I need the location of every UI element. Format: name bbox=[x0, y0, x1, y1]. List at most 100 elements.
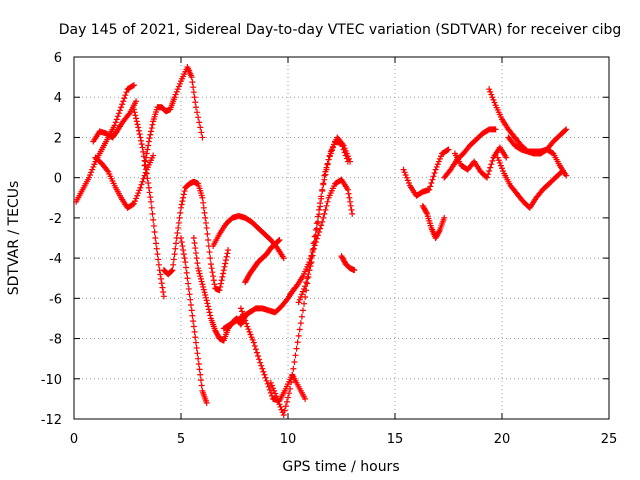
data-point bbox=[324, 198, 331, 205]
data-point bbox=[207, 255, 214, 262]
data-point bbox=[113, 116, 120, 123]
data-point bbox=[346, 194, 353, 201]
data-point bbox=[145, 142, 152, 149]
data-point bbox=[202, 219, 209, 226]
data-point bbox=[488, 91, 495, 98]
data-point bbox=[85, 174, 92, 181]
data-point bbox=[240, 311, 247, 318]
data-point bbox=[198, 129, 205, 136]
data-point bbox=[295, 299, 302, 306]
data-point bbox=[206, 249, 213, 256]
data-point bbox=[488, 161, 495, 168]
data-point bbox=[146, 189, 153, 196]
data-point bbox=[196, 366, 203, 373]
data-point bbox=[199, 281, 206, 288]
series-sat-i bbox=[210, 212, 287, 262]
data-point bbox=[135, 127, 142, 134]
y-tick-label: -4 bbox=[49, 252, 62, 267]
data-point bbox=[343, 150, 350, 157]
data-point bbox=[133, 118, 140, 125]
series-sat-q bbox=[400, 146, 452, 199]
data-point bbox=[150, 222, 157, 229]
data-point bbox=[196, 119, 203, 126]
data-point bbox=[222, 257, 229, 264]
data-point bbox=[291, 359, 298, 366]
data-point bbox=[217, 283, 224, 290]
data-point bbox=[342, 147, 349, 154]
data-point bbox=[200, 199, 207, 206]
data-point bbox=[176, 80, 183, 87]
data-point bbox=[311, 239, 318, 246]
data-point bbox=[145, 138, 152, 145]
series-sat-p bbox=[338, 253, 358, 274]
data-point bbox=[148, 204, 155, 211]
series-sat-n bbox=[287, 176, 356, 298]
data-point bbox=[266, 386, 273, 393]
data-point bbox=[220, 270, 227, 277]
data-point bbox=[150, 152, 157, 159]
data-point bbox=[299, 307, 306, 314]
data-point bbox=[117, 107, 124, 114]
data-point bbox=[203, 297, 210, 304]
data-point bbox=[139, 144, 146, 151]
data-point bbox=[341, 145, 348, 152]
data-point bbox=[217, 280, 224, 287]
data-point bbox=[115, 110, 122, 117]
data-point bbox=[132, 112, 139, 119]
data-point bbox=[205, 303, 212, 310]
data-point bbox=[293, 345, 300, 352]
data-point bbox=[171, 251, 178, 258]
series-sat-j bbox=[220, 285, 298, 332]
data-point bbox=[179, 198, 186, 205]
data-point bbox=[444, 147, 451, 154]
data-point bbox=[403, 174, 410, 181]
data-point bbox=[340, 142, 347, 149]
data-point bbox=[310, 245, 317, 252]
data-point bbox=[302, 283, 309, 290]
data-point bbox=[562, 127, 569, 134]
data-point bbox=[312, 226, 319, 233]
data-point bbox=[313, 225, 320, 232]
data-point bbox=[316, 211, 323, 218]
data-point bbox=[134, 192, 141, 199]
data-point bbox=[292, 284, 299, 291]
data-point bbox=[313, 220, 320, 227]
data-point bbox=[427, 183, 434, 190]
data-point bbox=[145, 180, 152, 187]
data-point bbox=[242, 317, 249, 324]
data-point bbox=[344, 186, 351, 193]
data-point bbox=[494, 154, 501, 161]
data-point bbox=[302, 395, 309, 402]
data-point bbox=[348, 206, 355, 213]
data-point bbox=[178, 235, 184, 241]
data-point bbox=[192, 334, 199, 341]
data-point bbox=[208, 265, 215, 272]
data-point bbox=[296, 326, 303, 333]
chart-title: Day 145 of 2021, Sidereal Day-to-day VTE… bbox=[59, 22, 622, 38]
data-point bbox=[178, 204, 184, 211]
data-point bbox=[428, 180, 435, 187]
data-point bbox=[118, 104, 125, 111]
data-point bbox=[305, 271, 312, 278]
data-point bbox=[307, 255, 314, 262]
data-point bbox=[490, 96, 497, 103]
data-point bbox=[189, 312, 196, 319]
data-point bbox=[318, 222, 325, 229]
data-point bbox=[190, 235, 197, 241]
data-point bbox=[142, 158, 149, 165]
series-sat-w bbox=[505, 134, 570, 179]
data-point bbox=[273, 393, 280, 400]
data-point bbox=[133, 195, 140, 202]
data-point bbox=[151, 228, 158, 235]
data-point bbox=[400, 166, 407, 173]
data-point bbox=[133, 98, 140, 105]
series-sat-o bbox=[295, 134, 354, 306]
x-tick-label: 0 bbox=[70, 432, 78, 447]
data-point bbox=[182, 264, 189, 271]
data-point bbox=[264, 380, 271, 387]
data-point bbox=[314, 218, 321, 225]
plot-frame bbox=[73, 56, 610, 420]
x-axis-label: GPS time / hours bbox=[282, 459, 399, 475]
series-sat-k bbox=[242, 237, 283, 286]
data-point bbox=[489, 157, 496, 164]
